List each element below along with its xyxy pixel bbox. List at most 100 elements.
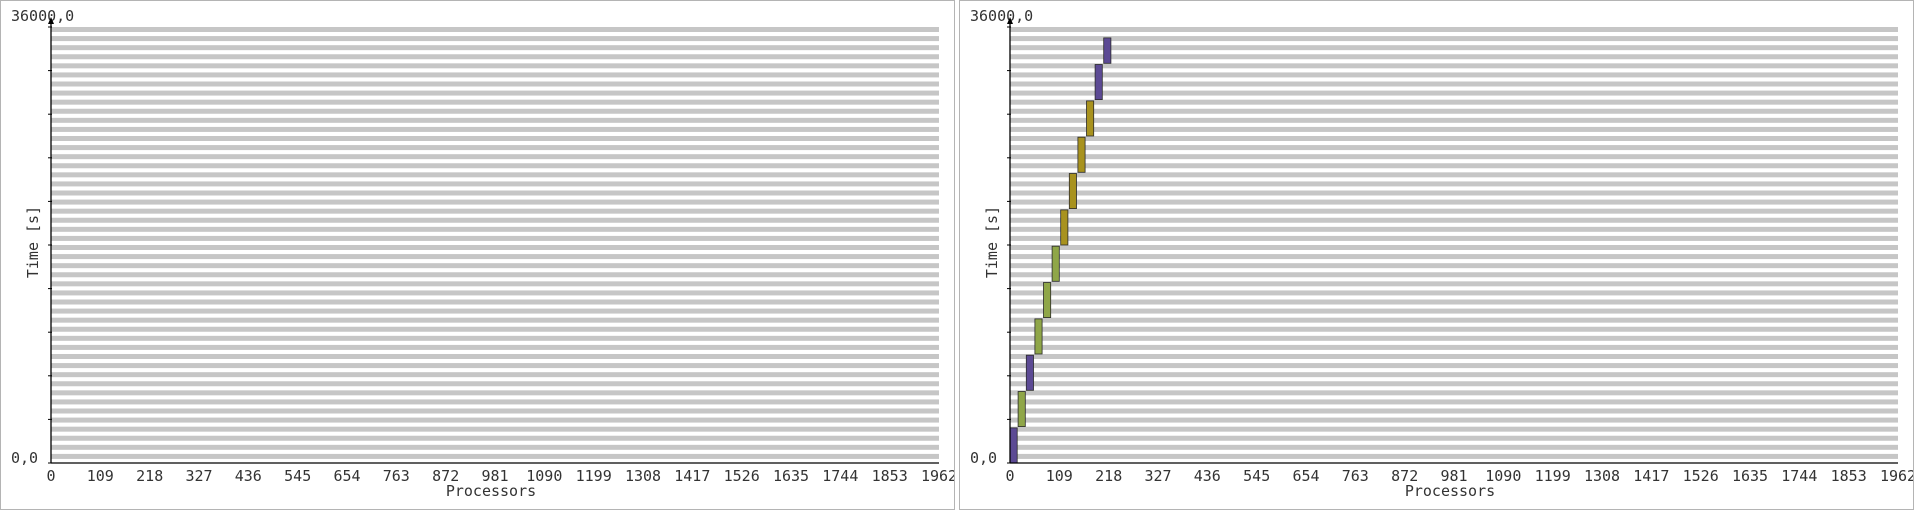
x-tick-label: 1526: [724, 467, 760, 485]
grid-stripe: [51, 363, 939, 369]
grid-stripe: [1010, 126, 1898, 132]
x-tick-label: 545: [284, 467, 311, 485]
grid-stripe: [1010, 36, 1898, 42]
grid-stripe: [51, 263, 939, 269]
x-tick-label: 1308: [1584, 467, 1620, 485]
grid-stripe: [1010, 245, 1898, 250]
grid-stripe: [51, 36, 939, 42]
x-tick-label: 1199: [1535, 467, 1571, 485]
grid-stripe: [51, 335, 939, 341]
grid-stripe: [1010, 290, 1898, 296]
axes: [48, 17, 939, 464]
grid-stripe: [51, 163, 939, 169]
grid-stripe: [1010, 45, 1898, 51]
grid-stripe: [51, 317, 939, 323]
grid-stripe: [1010, 54, 1898, 60]
axes: [1007, 17, 1898, 464]
grid-stripe: [1010, 154, 1898, 160]
grid-stripe: [51, 299, 939, 305]
grid-stripe: [51, 190, 939, 196]
x-tick-label: 545: [1243, 467, 1270, 485]
task-bar: [1009, 427, 1018, 464]
grid-stripe: [51, 399, 939, 405]
grid-stripe: [51, 63, 939, 69]
grid-stripe: [51, 136, 939, 141]
grid-stripe: [51, 381, 939, 387]
grid-stripe: [1010, 444, 1898, 450]
x-tick-label: 1199: [576, 467, 612, 485]
x-tick-label: 654: [1292, 467, 1319, 485]
x-tick-label: 0: [1005, 467, 1014, 485]
x-tick-label: 1853: [1831, 467, 1867, 485]
x-tick-label: 327: [185, 467, 212, 485]
x-tick-label: 109: [1046, 467, 1073, 485]
grid-stripe: [51, 108, 939, 114]
y-max-label: 36000,0: [11, 7, 74, 25]
grid-stripe: [1010, 272, 1898, 278]
grid-stripe: [51, 226, 939, 232]
grid-stripe: [1010, 235, 1898, 241]
x-tick-label: 218: [1095, 467, 1122, 485]
grid-stripe: [1010, 263, 1898, 269]
x-tick-label: 1308: [625, 467, 661, 485]
task-bar: [1086, 100, 1095, 137]
grid-stripe: [1010, 136, 1898, 141]
x-tick-label: 1417: [674, 467, 710, 485]
grid-stripe: [51, 254, 939, 260]
gantt-chart-right: 36000,0 0,0 Time [s] Processors 0 109 218 3…: [970, 7, 1913, 500]
x-axis-label: Processors: [1405, 482, 1495, 500]
task-bar: [1060, 209, 1069, 246]
y-axis-arrow: [1007, 17, 1013, 24]
task-bar: [1094, 64, 1103, 100]
grid-stripe: [1010, 390, 1898, 396]
grid-stripe: [1010, 344, 1898, 350]
grid-stripe: [51, 208, 939, 214]
x-tick-label: 981: [1440, 467, 1467, 485]
grid-stripe: [1010, 408, 1898, 414]
x-axis-label: Processors: [446, 482, 536, 500]
task-bar: [1077, 136, 1086, 173]
grid-stripe: [51, 245, 939, 250]
grid-stripe: [51, 444, 939, 450]
x-tick-label: 763: [383, 467, 410, 485]
x-tick-label: 1853: [872, 467, 908, 485]
task-bar: [1025, 354, 1034, 391]
x-tick-label: 981: [481, 467, 508, 485]
grid-stripe: [51, 90, 939, 96]
grid-stripe: [51, 435, 939, 441]
gantt-panel-left: 36000,0 0,0 Time [s] Processors 0 109 218 3…: [0, 0, 955, 510]
x-tick-label: 872: [1391, 467, 1418, 485]
grid-stripe: [51, 99, 939, 105]
grid-stripe: [1010, 181, 1898, 187]
grid-stripe: [51, 81, 939, 87]
grid-stripe: [1010, 108, 1898, 114]
x-tick-label: 1090: [526, 467, 562, 485]
grid-stripe: [1010, 326, 1898, 332]
grid-lines: [51, 27, 939, 459]
task-bar: [1068, 173, 1077, 209]
gantt-chart-left: 36000,0 0,0 Time [s] Processors 0 109 218 3…: [11, 7, 954, 500]
y-max-label: 36000,0: [970, 7, 1033, 25]
grid-stripe: [1010, 254, 1898, 260]
grid-stripe: [1010, 63, 1898, 69]
grid-stripe: [51, 199, 939, 205]
grid-stripe: [1010, 281, 1898, 287]
x-tick-label: 1635: [773, 467, 809, 485]
grid-stripe: [51, 281, 939, 287]
grid-stripe: [51, 426, 939, 432]
x-tick-labels: 0 109 218 327 436 545 654 763 872 981 1090 1199 1308…: [46, 467, 954, 485]
grid-stripe: [1010, 145, 1898, 151]
grid-stripe: [51, 235, 939, 241]
grid-stripe: [1010, 417, 1898, 423]
grid-stripe: [1010, 208, 1898, 214]
task-bars: [1009, 37, 1112, 464]
x-tick-label: 1744: [822, 467, 858, 485]
grid-stripe: [1010, 372, 1898, 378]
grid-lines: [1010, 27, 1898, 459]
grid-stripe: [51, 154, 939, 160]
task-bar: [1017, 391, 1026, 427]
grid-stripe: [51, 308, 939, 314]
grid-stripe: [51, 145, 939, 151]
task-bar: [1034, 318, 1043, 355]
x-tick-label: 1090: [1485, 467, 1521, 485]
